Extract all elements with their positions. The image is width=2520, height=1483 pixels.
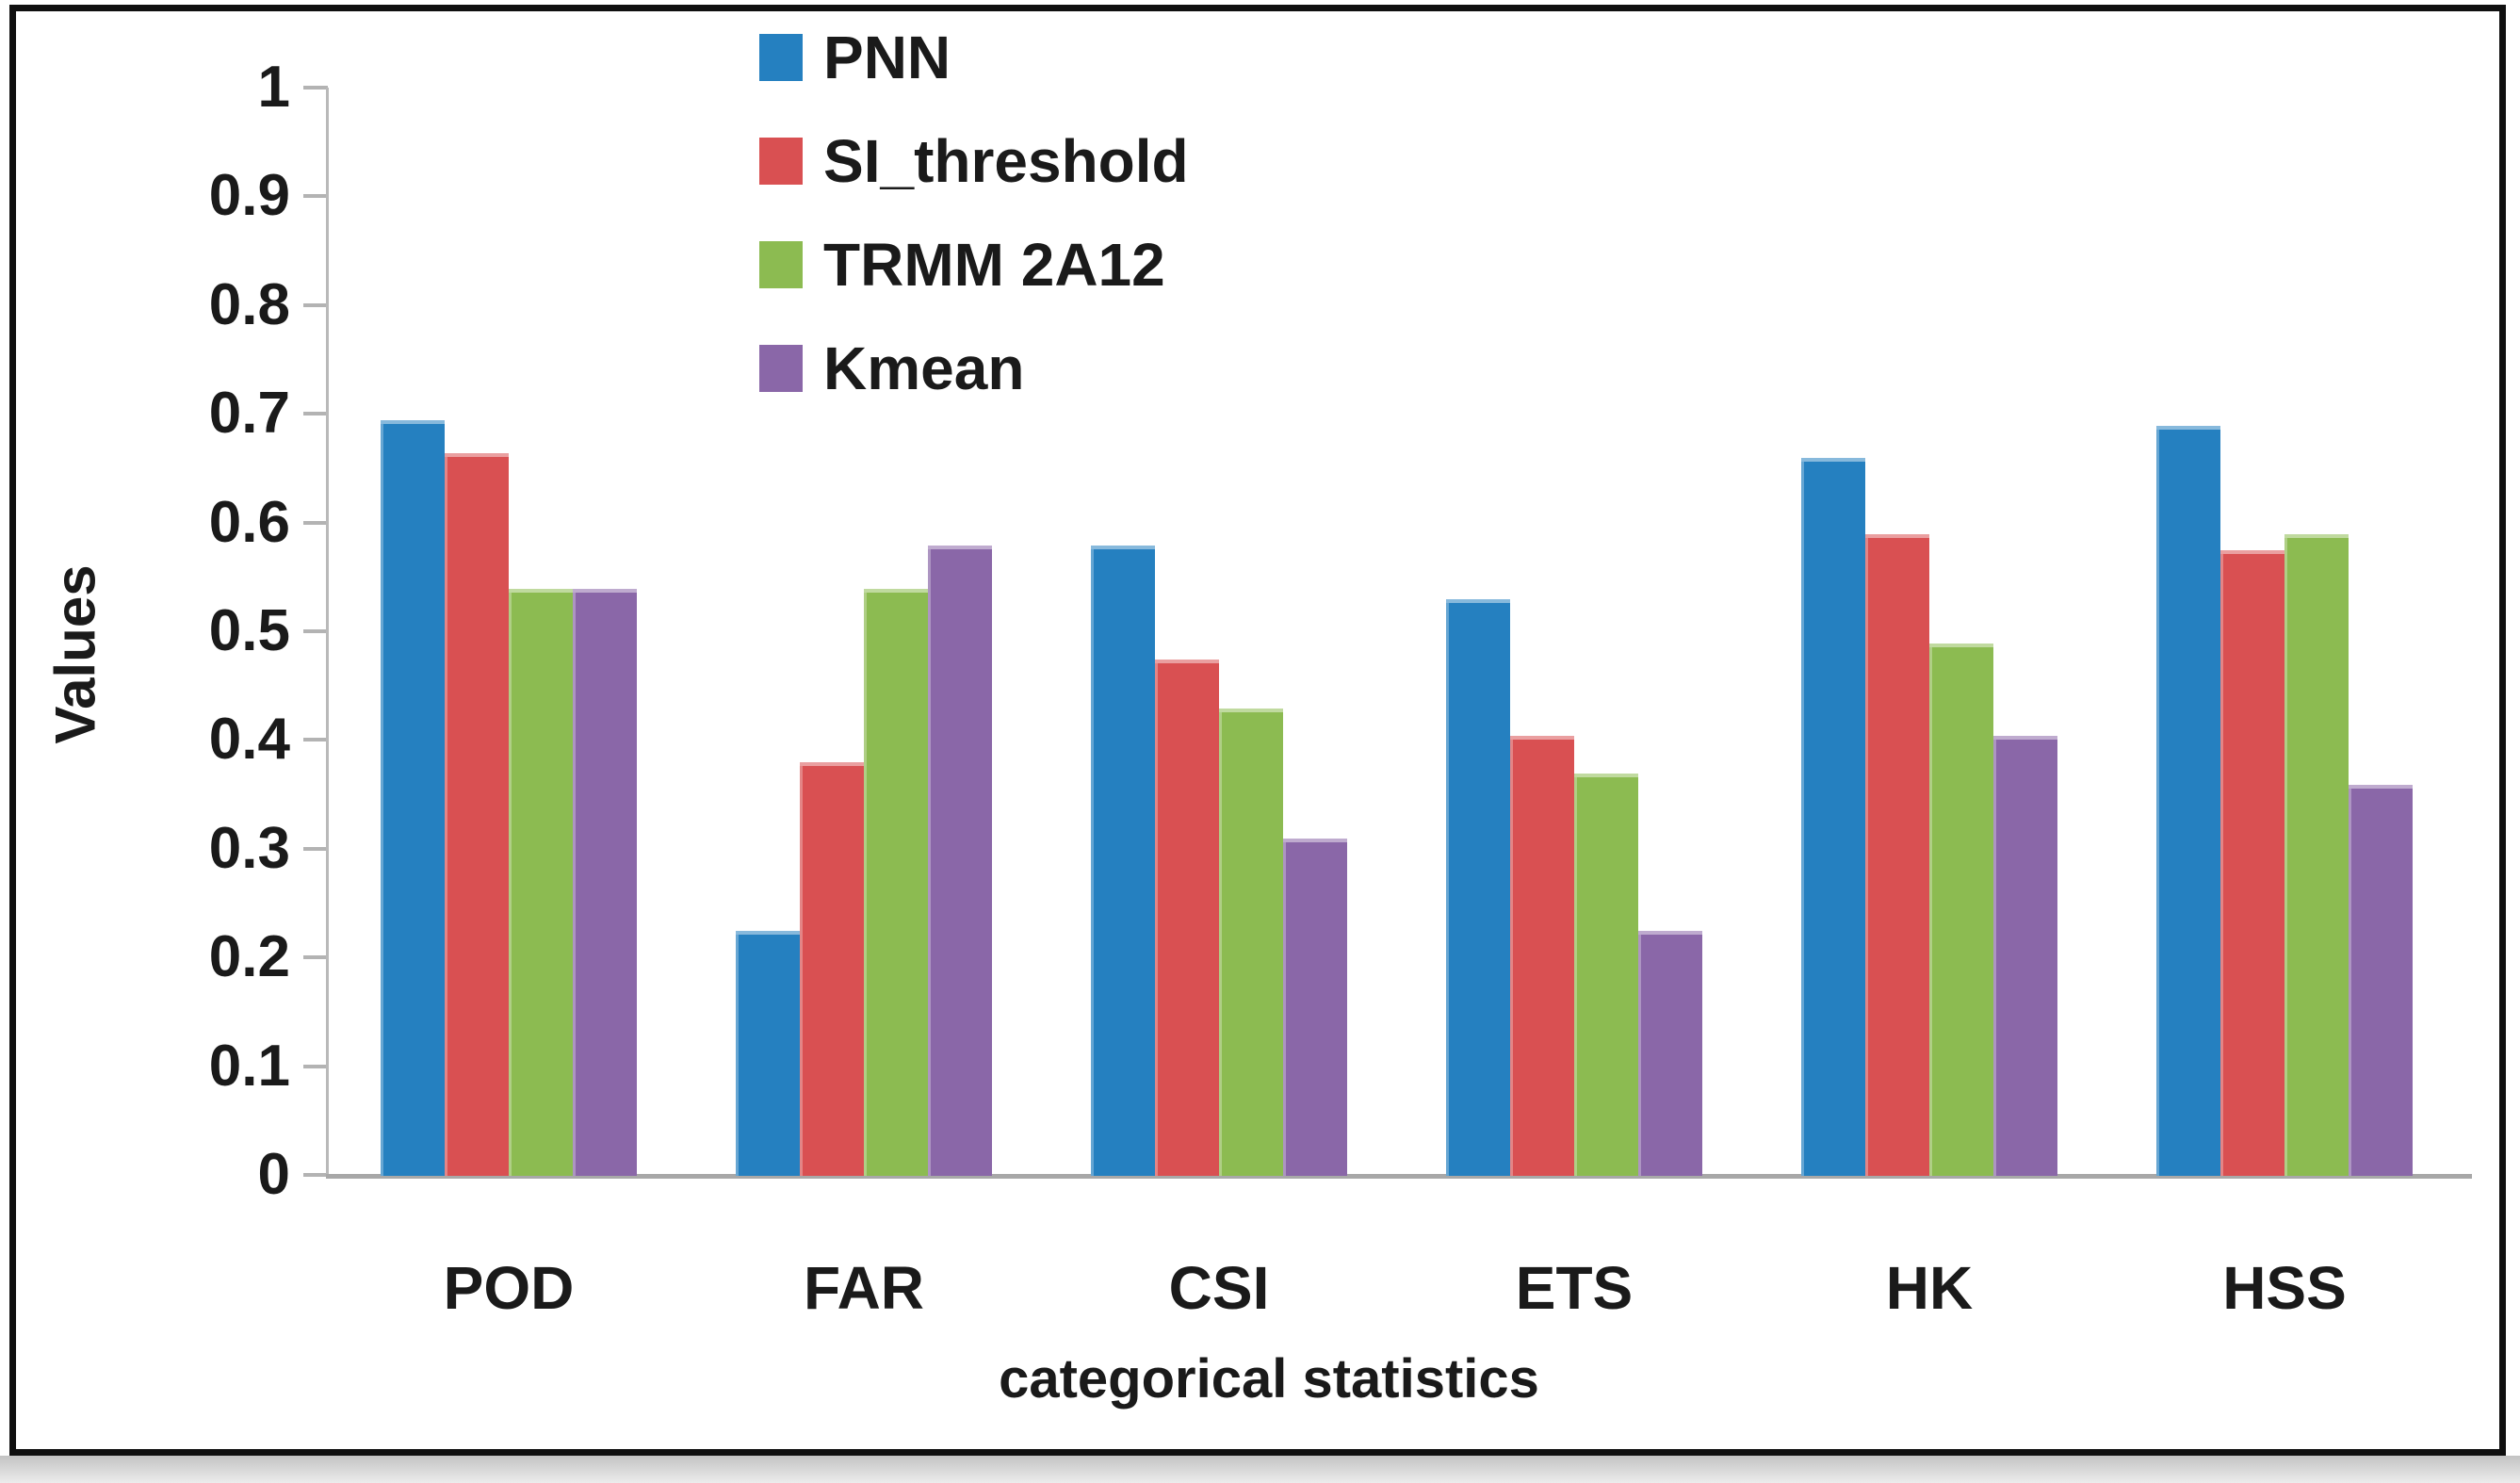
y-tick-label: 0.9 (208, 163, 290, 228)
bar-kmean-hk (1993, 736, 2057, 1176)
x-category-label-pod: POD (443, 1254, 575, 1322)
bar-si_threshold-hss (2220, 550, 2284, 1176)
y-tick-mark (303, 847, 328, 851)
bar-si_threshold-pod (445, 453, 509, 1176)
bar-pnn-ets (1446, 599, 1510, 1176)
y-tick-mark (303, 412, 328, 416)
legend-swatch-si_threshold (759, 138, 803, 185)
bar-trmm-2a12-hss (2284, 534, 2349, 1176)
bar-trmm-2a12-ets (1574, 774, 1638, 1176)
x-category-label-hss: HSS (2222, 1254, 2347, 1322)
bottom-gray-strip (0, 1456, 2520, 1483)
x-axis-title: categorical statistics (999, 1348, 1539, 1410)
bar-kmean-far (928, 546, 992, 1176)
bar-pnn-far (736, 931, 800, 1176)
bar-si_threshold-csi (1155, 660, 1219, 1176)
y-tick-label: 1 (257, 55, 290, 120)
y-tick-label: 0.1 (208, 1034, 290, 1099)
x-axis-line (326, 1174, 2472, 1179)
y-tick-mark (303, 955, 328, 959)
y-tick-label: 0.6 (208, 490, 290, 555)
y-tick-label: 0.2 (208, 924, 290, 989)
y-tick-label: 0.5 (208, 598, 290, 663)
bar-kmean-csi (1283, 839, 1347, 1176)
y-axis-line (326, 88, 329, 1177)
x-category-label-hk: HK (1885, 1254, 1974, 1322)
x-category-label-ets: ETS (1515, 1254, 1634, 1322)
y-tick-mark (303, 629, 328, 633)
y-tick-label: 0.4 (208, 707, 290, 772)
y-tick-mark (303, 303, 328, 307)
y-tick-mark (303, 1065, 328, 1068)
bar-pnn-hk (1801, 458, 1865, 1176)
bar-pnn-pod (381, 420, 445, 1176)
y-tick-mark (303, 738, 328, 742)
x-category-label-csi: CSI (1168, 1254, 1270, 1322)
bar-trmm-2a12-pod (509, 589, 573, 1176)
bar-si_threshold-ets (1510, 736, 1574, 1176)
legend-label-si_threshold: SI_threshold (823, 127, 1189, 195)
legend-label-pnn: PNN (823, 24, 951, 91)
x-category-label-far: FAR (804, 1254, 924, 1322)
bar-pnn-csi (1091, 546, 1155, 1176)
legend-swatch-kmean (759, 345, 803, 392)
y-tick-mark (303, 86, 328, 90)
legend-label-kmean: Kmean (823, 334, 1025, 402)
bar-kmean-pod (573, 589, 637, 1176)
legend-swatch-trmm-2a12 (759, 241, 803, 288)
bar-pnn-hss (2156, 426, 2220, 1176)
y-tick-mark (303, 1173, 328, 1177)
legend-label-trmm-2a12: TRMM 2A12 (823, 231, 1165, 299)
bar-kmean-hss (2349, 785, 2413, 1176)
legend-swatch-pnn (759, 34, 803, 81)
y-tick-label: 0.8 (208, 272, 290, 337)
bar-kmean-ets (1638, 931, 1702, 1176)
y-tick-mark (303, 521, 328, 525)
y-axis-title: Values (43, 564, 107, 744)
bar-si_threshold-far (800, 762, 864, 1176)
bar-trmm-2a12-far (864, 589, 928, 1176)
bar-si_threshold-hk (1865, 534, 1929, 1176)
bar-trmm-2a12-hk (1929, 644, 1993, 1176)
bar-trmm-2a12-csi (1219, 709, 1283, 1176)
y-tick-label: 0.3 (208, 816, 290, 881)
y-tick-label: 0.7 (208, 381, 290, 446)
y-tick-label: 0 (257, 1142, 290, 1207)
y-tick-mark (303, 194, 328, 198)
